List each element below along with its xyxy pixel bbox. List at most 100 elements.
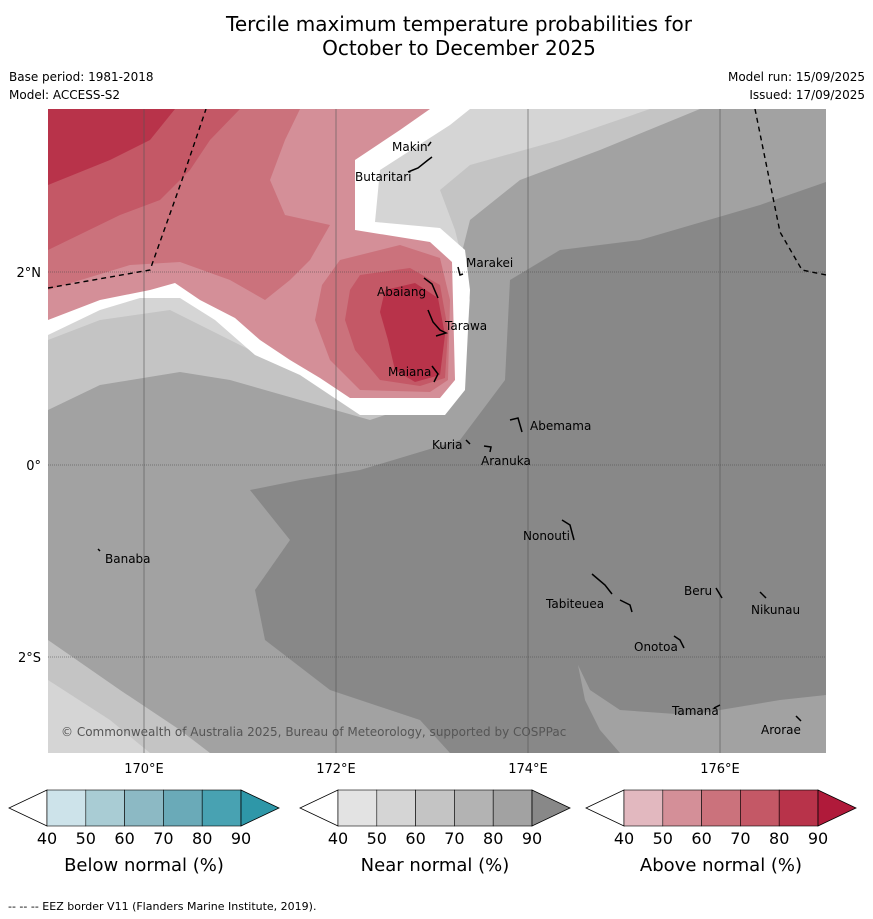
island-nikunau bbox=[759, 591, 767, 599]
x-tick-170: 170°E bbox=[124, 762, 164, 777]
colorbar-0-tick-5: 90 bbox=[231, 829, 251, 848]
colorbar-2-segment-1 bbox=[662, 789, 702, 827]
colorbar-0-tick-2: 60 bbox=[114, 829, 134, 848]
island-onotoa bbox=[673, 635, 685, 649]
colorbar-0-low-extension bbox=[8, 789, 48, 827]
place-abemama: Abemama bbox=[530, 419, 591, 433]
place-butaritari: Butaritari bbox=[355, 170, 412, 184]
colorbar-2: 40 50 60 70 80 90 Above normal (%) bbox=[585, 789, 857, 876]
place-tarawa: Tarawa bbox=[444, 319, 487, 333]
colorbar-1-tick-3: 70 bbox=[444, 829, 464, 848]
place-beru: Beru bbox=[684, 584, 712, 598]
colorbar-1-segment-2 bbox=[415, 789, 455, 827]
colorbar-0-segment-4 bbox=[201, 789, 242, 827]
island-banaba bbox=[97, 548, 101, 552]
colorbar-2-tick-2: 60 bbox=[691, 829, 711, 848]
colorbar-2-segment-4 bbox=[778, 789, 819, 827]
colorbar-1: 40 50 60 70 80 90 Near normal (%) bbox=[299, 789, 571, 876]
colorbar-0-tick-3: 70 bbox=[153, 829, 173, 848]
colorbar-2-high-extension bbox=[817, 789, 857, 827]
colorbar-2-tick-1: 50 bbox=[653, 829, 673, 848]
y-tick-2s: 2°S bbox=[18, 651, 41, 666]
title-line-1: Tercile maximum temperature probabilitie… bbox=[226, 12, 692, 36]
colorbar-0: 40 50 60 70 80 90 Below normal (%) bbox=[8, 789, 280, 876]
colorbar-2-tick-0: 40 bbox=[614, 829, 634, 848]
colorbar-2-segment-0 bbox=[623, 789, 664, 827]
colorbars: 40 50 60 70 80 90 Below normal (%) 40 50 60 70 80 90… bbox=[8, 789, 857, 876]
place-banaba: Banaba bbox=[105, 552, 151, 566]
colorbar-0-segment-1 bbox=[85, 789, 125, 827]
island-marakei bbox=[457, 266, 464, 276]
colorbar-0-segment-2 bbox=[124, 789, 164, 827]
colorbar-2-tick-4: 80 bbox=[769, 829, 789, 848]
island-abemama bbox=[509, 417, 523, 433]
colorbar-1-high-extension bbox=[531, 789, 571, 827]
title-line-2: October to December 2025 bbox=[322, 36, 596, 60]
island-beru bbox=[715, 587, 723, 599]
colorbar-0-tick-1: 50 bbox=[76, 829, 96, 848]
colorbar-0-segment-3 bbox=[163, 789, 203, 827]
island-tarawa bbox=[427, 309, 449, 337]
colorbar-0-title: Below normal (%) bbox=[64, 855, 224, 876]
axis-labels: 170°E 172°E 174°E 176°E 2°N 0° 2°S bbox=[17, 266, 740, 777]
eez-border bbox=[48, 109, 826, 289]
colorbar-0-segment-0 bbox=[46, 789, 87, 827]
place-aranuka: Aranuka bbox=[481, 454, 531, 468]
island-makin bbox=[427, 141, 432, 147]
map-title: Tercile maximum temperature probabilitie… bbox=[0, 12, 873, 60]
above-normal-90-region bbox=[48, 109, 175, 185]
colorbar-1-title: Near normal (%) bbox=[361, 855, 510, 876]
base-period: Base period: 1981-2018 bbox=[9, 70, 154, 84]
eez-footnote: -- -- -- EEZ border V11 (Flanders Marine… bbox=[8, 900, 317, 913]
y-tick-2n: 2°N bbox=[17, 266, 42, 281]
copyright-notice: © Commonwealth of Australia 2025, Bureau… bbox=[61, 725, 566, 739]
above-normal-90-region-tarawa bbox=[380, 283, 445, 382]
colorbar-1-tick-5: 90 bbox=[522, 829, 542, 848]
colorbar-0-high-extension bbox=[240, 789, 280, 827]
colorbar-2-tick-5: 90 bbox=[808, 829, 828, 848]
place-tabiteuea: Tabiteuea bbox=[545, 597, 604, 611]
island-maiana bbox=[431, 365, 439, 383]
place-nonouti: Nonouti bbox=[523, 529, 570, 543]
colorbar-1-segment-3 bbox=[454, 789, 494, 827]
place-maiana: Maiana bbox=[388, 365, 431, 379]
place-kuria: Kuria bbox=[432, 438, 463, 452]
colorbar-0-tick-0: 40 bbox=[37, 829, 57, 848]
place-onotoa: Onotoa bbox=[634, 640, 678, 654]
island-aranuka bbox=[483, 445, 492, 453]
colorbar-1-segment-0 bbox=[337, 789, 378, 827]
colorbar-1-low-extension bbox=[299, 789, 339, 827]
colorbar-1-tick-1: 50 bbox=[367, 829, 387, 848]
place-nikunau: Nikunau bbox=[751, 603, 800, 617]
place-makin: Makin bbox=[392, 140, 428, 154]
colorbar-2-low-extension bbox=[585, 789, 625, 827]
map-panel: Makin Butaritari Marakei Abaiang Tarawa … bbox=[48, 109, 826, 753]
colorbar-1-tick-2: 60 bbox=[405, 829, 425, 848]
x-tick-172: 172°E bbox=[316, 762, 356, 777]
colorbar-2-segment-2 bbox=[701, 789, 741, 827]
x-tick-176: 176°E bbox=[700, 762, 740, 777]
colorbar-2-title: Above normal (%) bbox=[640, 855, 802, 876]
near-normal-80-region-south bbox=[578, 665, 826, 753]
place-tamana: Tamana bbox=[671, 704, 719, 718]
island-tabiteuea bbox=[591, 573, 633, 613]
colorbar-2-tick-3: 70 bbox=[730, 829, 750, 848]
island-arorae bbox=[795, 715, 802, 722]
island-butaritari bbox=[407, 156, 433, 173]
colorbar-1-segment-4 bbox=[492, 789, 533, 827]
island-kuria bbox=[465, 439, 471, 445]
colorbar-1-tick-4: 80 bbox=[483, 829, 503, 848]
place-marakei: Marakei bbox=[466, 256, 513, 270]
gridlines bbox=[48, 271, 826, 658]
model-name: Model: ACCESS-S2 bbox=[9, 88, 121, 102]
colorbar-1-segment-1 bbox=[376, 789, 416, 827]
colorbar-1-tick-0: 40 bbox=[328, 829, 348, 848]
place-abaiang: Abaiang bbox=[377, 285, 426, 299]
issued-date: Issued: 17/09/2025 bbox=[749, 88, 865, 102]
place-labels: Makin Butaritari Marakei Abaiang Tarawa … bbox=[105, 140, 801, 737]
near-normal-60-region-sw bbox=[48, 680, 150, 753]
place-arorae: Arorae bbox=[761, 723, 801, 737]
model-run: Model run: 15/09/2025 bbox=[727, 70, 865, 84]
islands bbox=[97, 141, 802, 722]
